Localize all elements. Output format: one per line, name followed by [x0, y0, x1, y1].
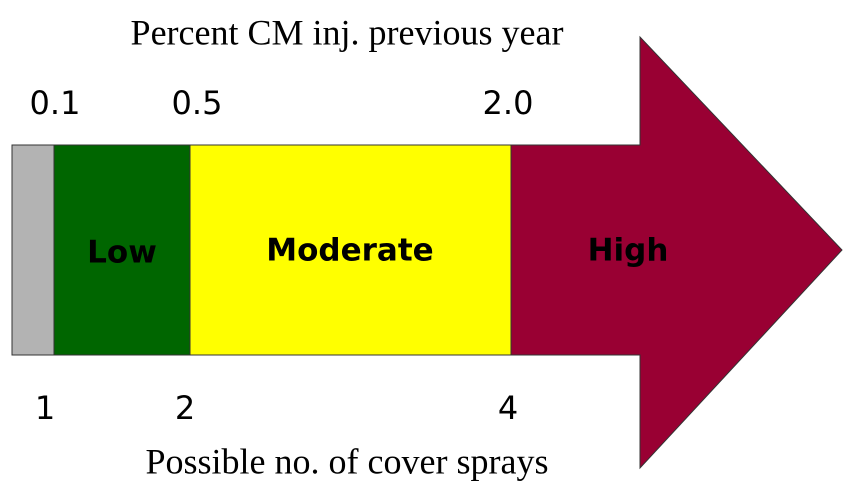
low-segment — [53, 144, 191, 356]
bottom-label: 1 — [35, 389, 55, 427]
top-label: 0.5 — [172, 84, 223, 122]
high-arrow — [510, 35, 843, 470]
gray-segment — [11, 144, 55, 356]
segment-label: Low — [87, 235, 157, 271]
title: Percent CM inj. previous year — [131, 12, 564, 52]
segment-label: Moderate — [266, 233, 433, 269]
top-label: 2.0 — [483, 84, 534, 122]
caption: Possible no. of cover sprays — [146, 441, 549, 481]
top-label: 0.1 — [30, 84, 81, 122]
bottom-label: 4 — [498, 389, 518, 427]
moderate-segment — [189, 144, 512, 356]
bottom-label: 2 — [175, 389, 195, 427]
segment-label: High — [588, 233, 669, 269]
